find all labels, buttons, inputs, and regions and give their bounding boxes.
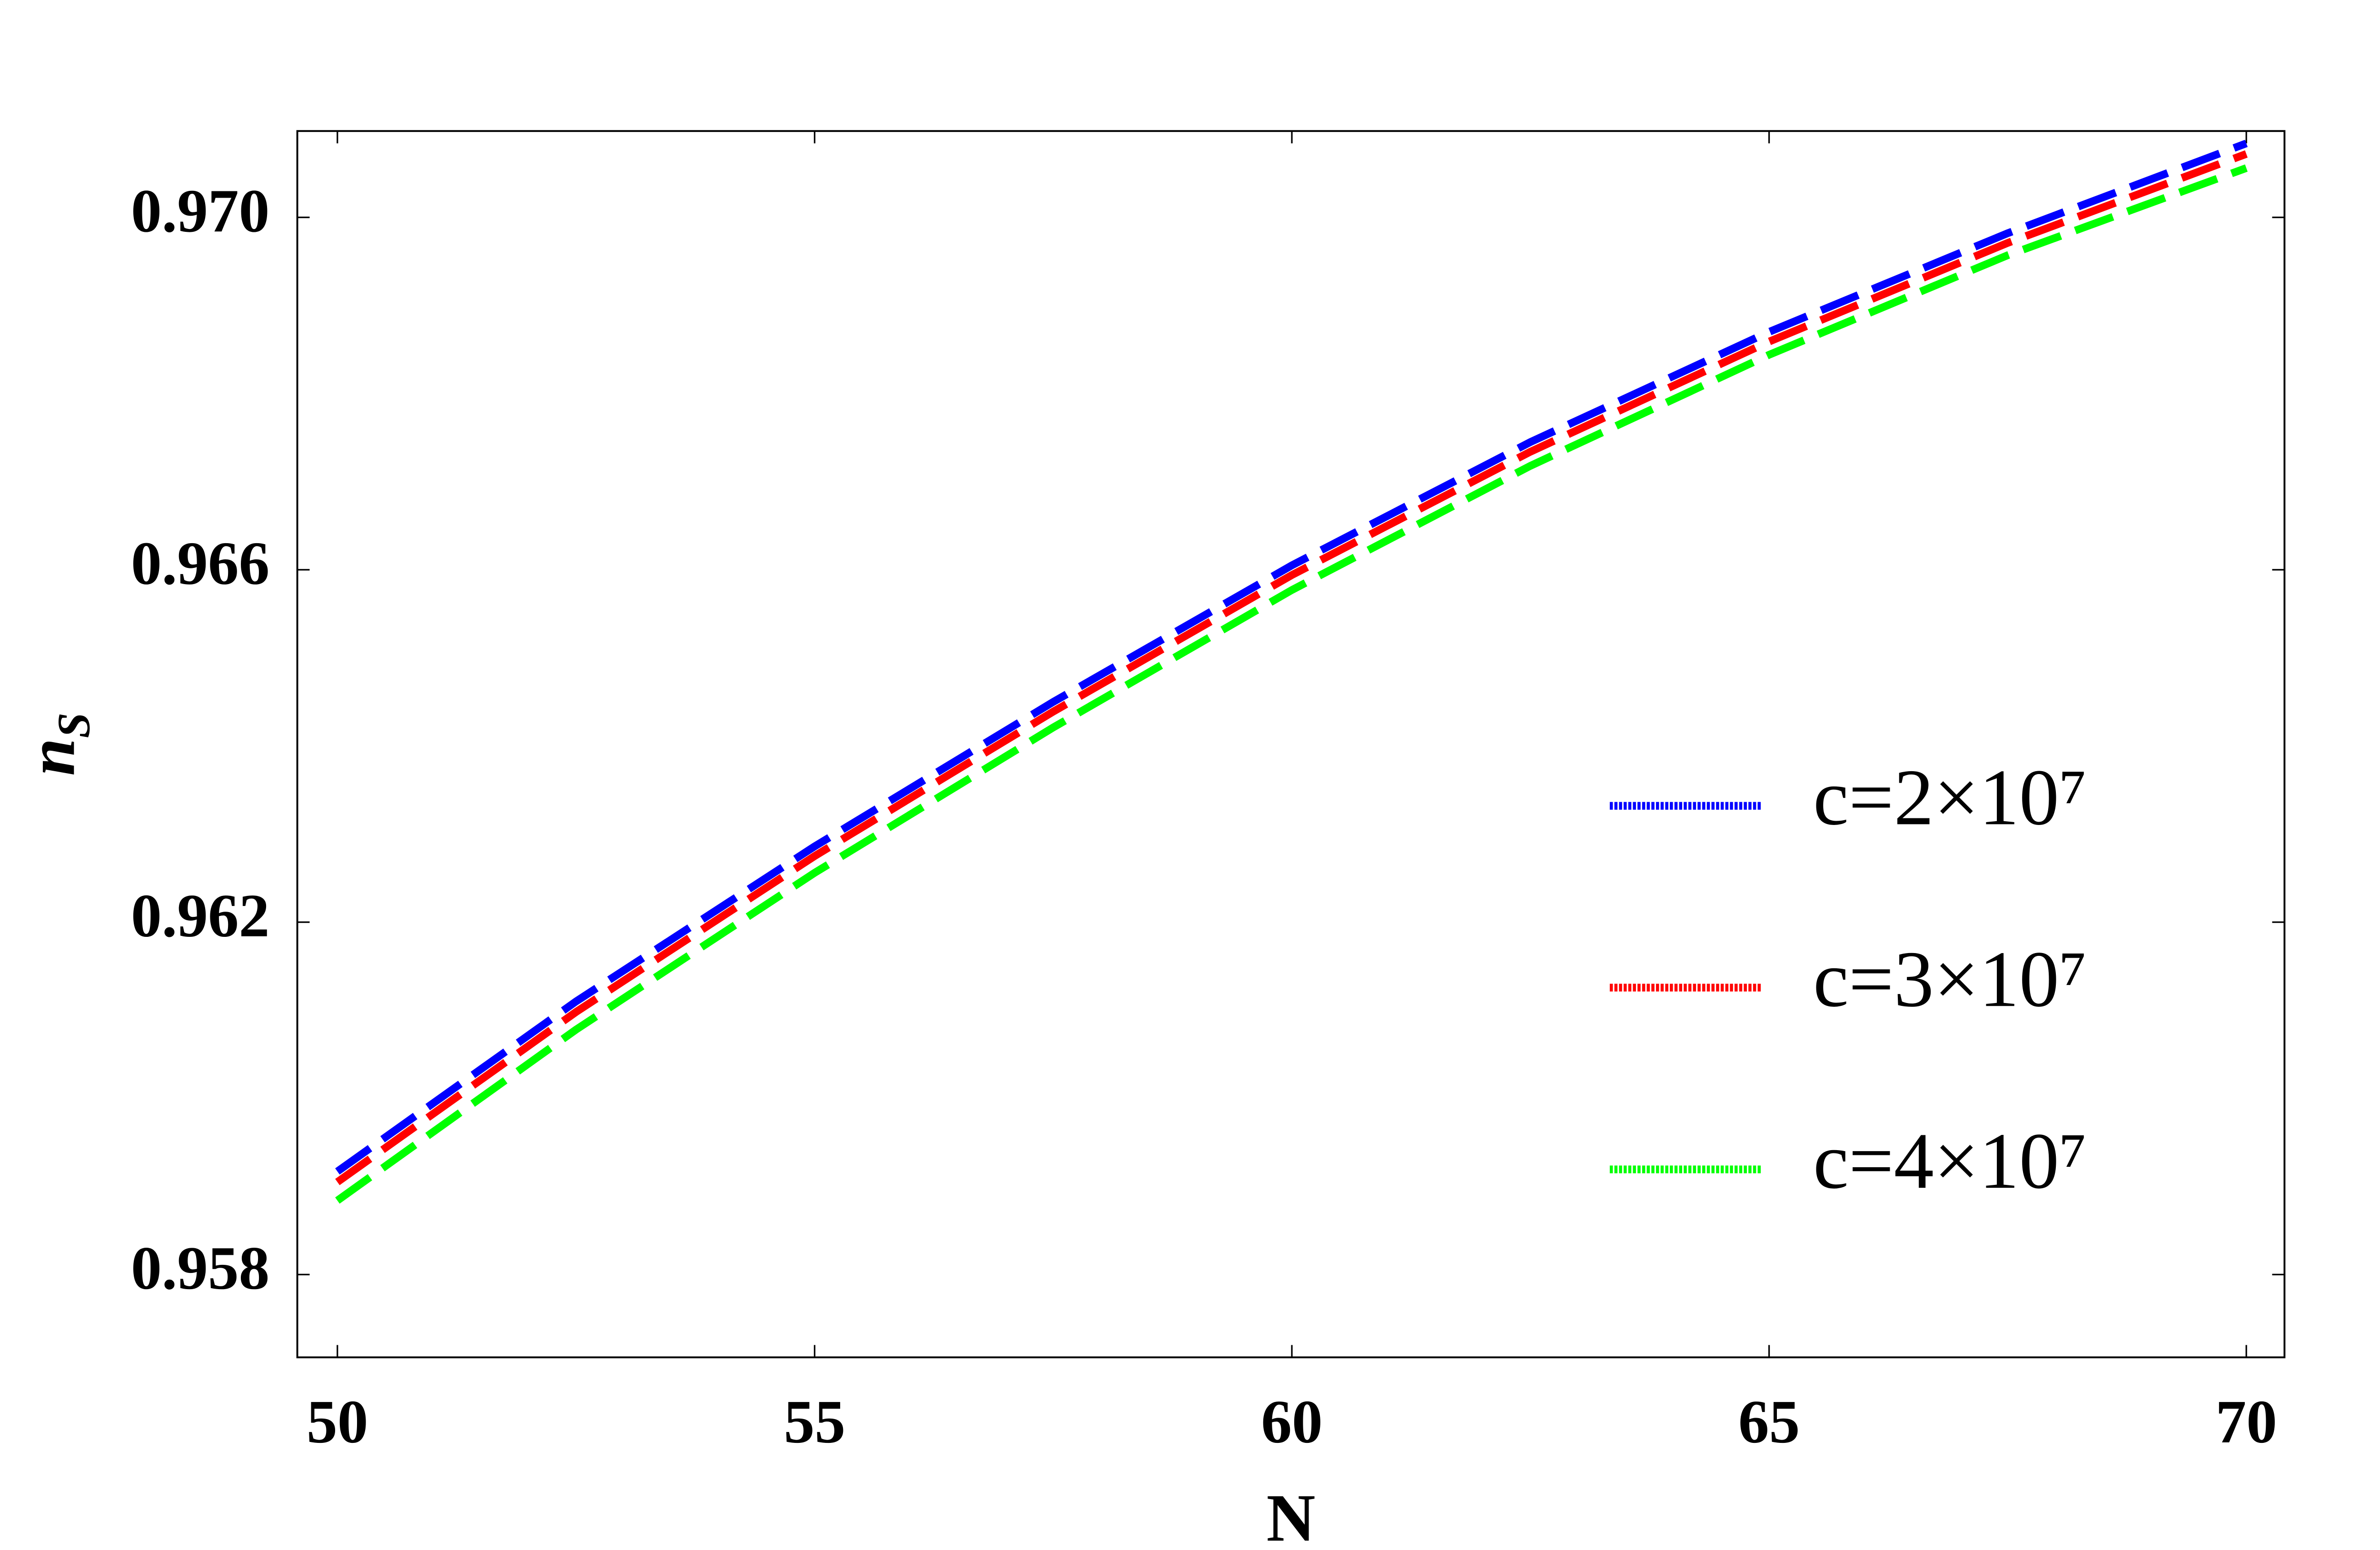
legend-label: c=4×10⁷ [1813, 1117, 2087, 1205]
y-tick-label: 0.970 [131, 177, 269, 245]
y-tick-label: 0.958 [131, 1234, 269, 1302]
y-tick-label: 0.966 [131, 529, 269, 597]
series-line [335, 150, 2248, 1185]
x-tick-label: 65 [1738, 1388, 1800, 1456]
y-axis-label: nS [13, 713, 99, 776]
x-tick-label: 70 [2215, 1388, 2277, 1456]
x-tick-label: 55 [784, 1388, 845, 1456]
x-tick-label: 60 [1261, 1388, 1322, 1456]
x-tick-label: 50 [307, 1388, 368, 1456]
legend-label: c=3×10⁷ [1813, 935, 2087, 1023]
y-tick-label: 0.962 [131, 882, 269, 950]
y-axis-label-main: n [13, 738, 89, 776]
series-line [335, 164, 2248, 1204]
plot-frame [296, 130, 2286, 1359]
y-axis-label-sub: S [48, 713, 99, 738]
x-axis-label: N [1267, 1480, 1316, 1550]
legend-label: c=2×10⁷ [1813, 753, 2087, 842]
series-line [335, 139, 2248, 1175]
